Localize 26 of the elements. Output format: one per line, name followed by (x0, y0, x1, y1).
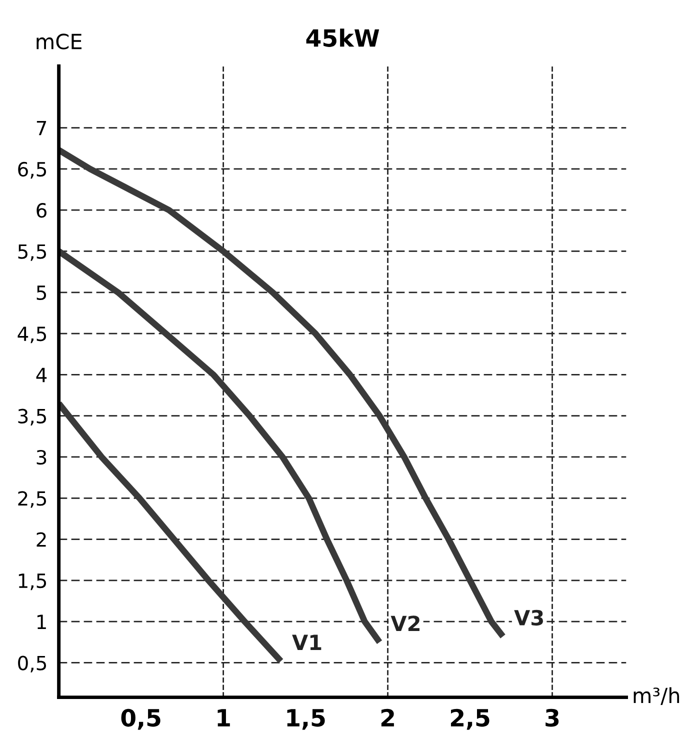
y-tick-label: 0,5 (18, 656, 46, 672)
x-tick-label: 3 (546, 708, 559, 727)
x-tick-label: 1,5 (287, 709, 325, 730)
y-tick-label: 2 (36, 532, 46, 547)
y-tick-label: 5,5 (18, 244, 46, 261)
y-tick-label: 3 (36, 450, 46, 465)
y-tick-label: 2,5 (18, 491, 46, 508)
x-tick-label: 2 (381, 708, 394, 726)
x-tick-label: 1 (218, 709, 230, 726)
series-label: V1 (292, 634, 322, 650)
y-tick-label: 6,5 (18, 162, 46, 179)
y-axis-title: mCE (36, 34, 82, 50)
y-tick-label: 7 (36, 120, 46, 136)
x-axis-title: m³/h (634, 687, 680, 705)
y-tick-label: 1 (37, 614, 46, 629)
y-tick-label: 6 (36, 203, 46, 218)
y-tick-label: 4 (36, 368, 47, 382)
series-label: V2 (390, 616, 420, 632)
y-tick-label: 5 (36, 286, 46, 300)
x-tick-label: 2,5 (450, 708, 490, 730)
x-tick-label: 0,5 (121, 708, 160, 730)
chart-title: 45kW (306, 28, 380, 47)
y-tick-label: 4,5 (18, 326, 46, 344)
series-label: V3 (514, 610, 543, 626)
y-tick-label: 3,5 (18, 408, 46, 426)
y-tick-label: 1,5 (18, 574, 46, 590)
